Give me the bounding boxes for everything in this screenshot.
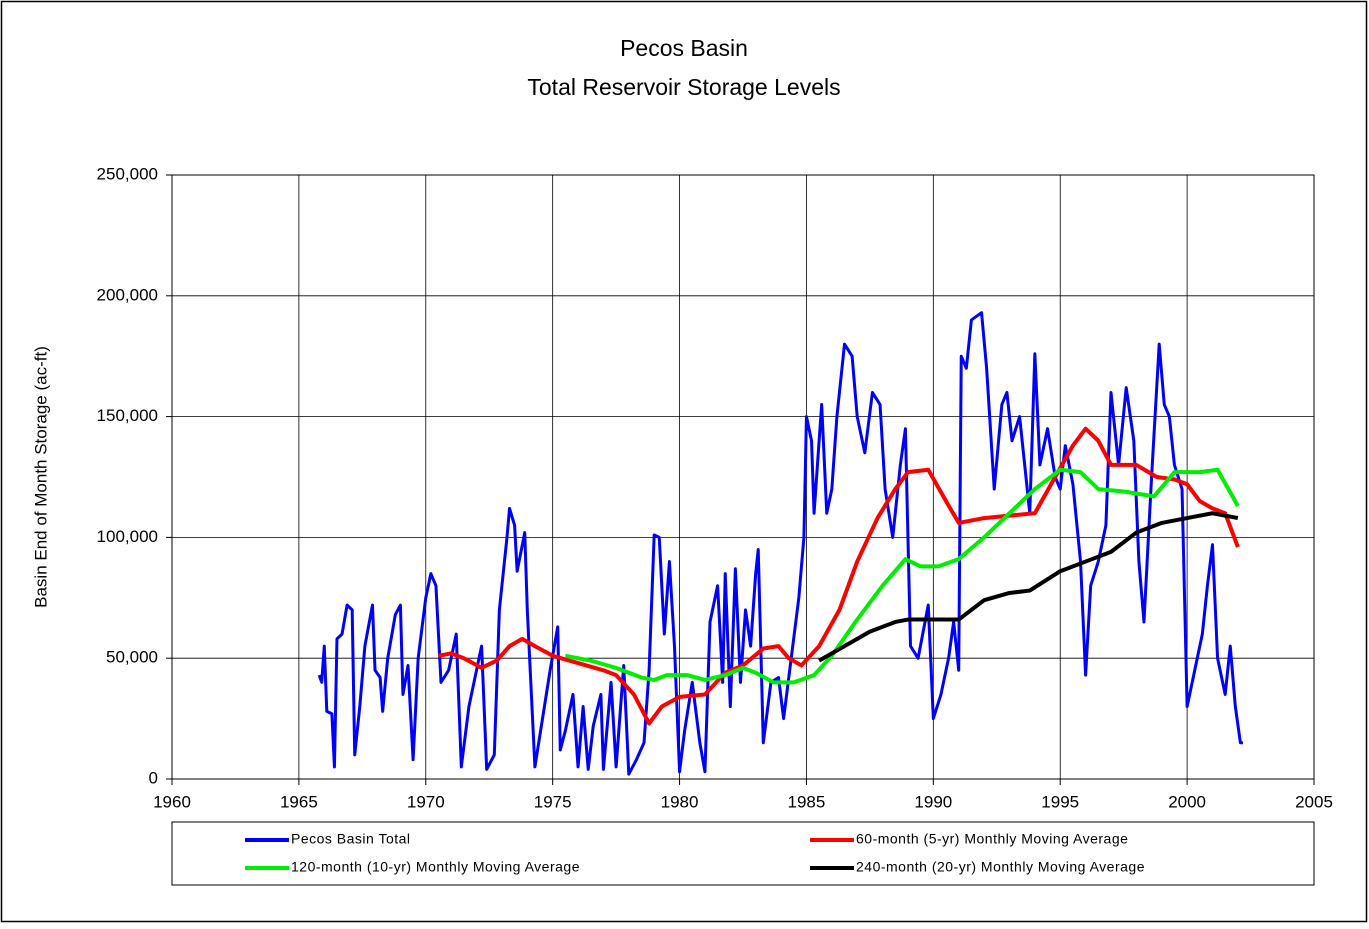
series-line: [564, 467, 1240, 685]
y-tick-label: 100,000: [97, 527, 158, 546]
legend-label: 240-month (20-yr) Monthly Moving Average: [856, 859, 1145, 875]
legend-label: 120-month (10-yr) Monthly Moving Average: [291, 859, 580, 875]
x-tick-label: 1975: [534, 792, 572, 811]
x-tick-label: 1970: [407, 792, 445, 811]
y-tick-label: 0: [149, 768, 158, 787]
x-tick-label: 2005: [1295, 792, 1333, 811]
x-tick-label: 2000: [1168, 792, 1206, 811]
legend: [171, 821, 1315, 886]
series-line: [438, 426, 1240, 726]
plot-area: [171, 174, 1315, 780]
chart-title: Pecos Basin: [620, 35, 748, 61]
x-tick-label: 1990: [914, 792, 952, 811]
legend-label: 60-month (5-yr) Monthly Moving Average: [856, 831, 1128, 847]
y-tick-label: 200,000: [97, 285, 158, 304]
x-tick-label: 1995: [1041, 792, 1079, 811]
chart-subtitle: Total Reservoir Storage Levels: [527, 74, 840, 100]
legend-label: Pecos Basin Total: [291, 831, 411, 847]
y-tick-label: 50,000: [106, 648, 158, 667]
x-tick-label: 1965: [280, 792, 318, 811]
y-axis-label: Basin End of Month Storage (ac-ft): [31, 346, 50, 608]
y-tick-label: 250,000: [97, 164, 158, 183]
series-line: [818, 511, 1239, 663]
x-tick-label: 1960: [153, 792, 191, 811]
y-tick-label: 150,000: [97, 406, 158, 425]
x-tick-label: 1985: [788, 792, 826, 811]
x-tick-label: 1980: [661, 792, 699, 811]
